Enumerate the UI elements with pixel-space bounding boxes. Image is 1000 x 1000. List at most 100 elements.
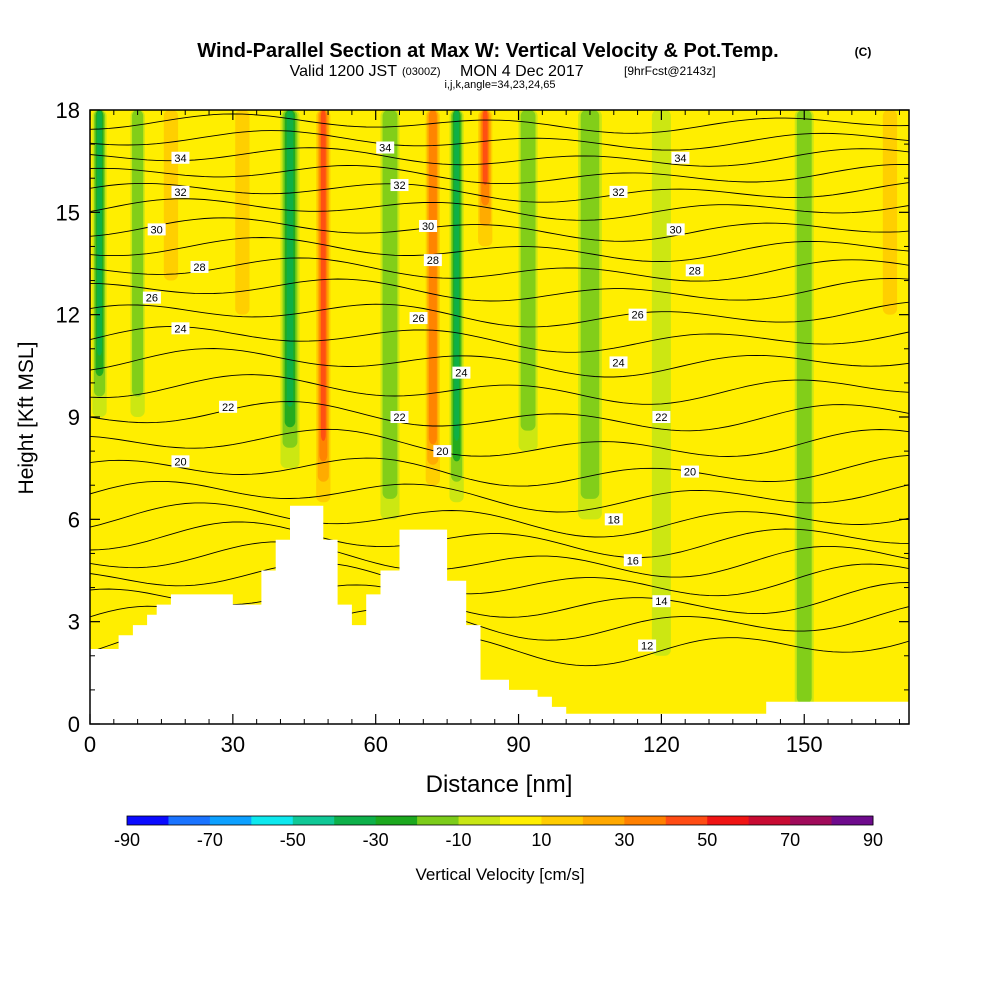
svg-text:22: 22: [222, 402, 234, 414]
svg-text:16: 16: [627, 555, 639, 567]
colorbar-segment-9: [500, 816, 542, 825]
y-tick-label-9: 9: [68, 405, 80, 430]
colorbar-segment-0: [127, 816, 169, 825]
svg-text:18: 18: [608, 514, 620, 526]
subtitle-date: MON 4 Dec 2017: [460, 63, 584, 80]
x-tick-label-90: 90: [506, 732, 530, 757]
theta-contour-33: [90, 163, 909, 185]
w-band-col7-2: [428, 110, 437, 445]
colorbar-segment-14: [707, 816, 750, 825]
svg-text:28: 28: [427, 255, 439, 267]
subtitle-forecast: [9hrFcst@2143z]: [624, 64, 716, 78]
contour-label-extra-9: 32: [390, 179, 409, 192]
potential-temperature-contours: [90, 113, 909, 667]
svg-text:20: 20: [684, 467, 696, 479]
contour-label-extra-2: 30: [147, 223, 166, 236]
w-band-col13-1: [796, 110, 812, 704]
subtitle-line: Valid 1200 JST (0300Z) MON 4 Dec 2017 [9…: [290, 63, 716, 80]
w-band-col5-3: [320, 110, 326, 441]
theta-contour-26: [90, 301, 909, 328]
theta-contour-32: [90, 182, 909, 203]
theta-contour-15: [90, 562, 909, 597]
x-axis-label: Distance [nm]: [426, 771, 573, 798]
colorbar-segment-17: [831, 816, 874, 825]
colorbar-segment-8: [458, 816, 501, 825]
x-tick-label-60: 60: [363, 732, 387, 757]
colorbar-segment-12: [624, 816, 667, 825]
y-axis-label: Height [Kft MSL]: [15, 342, 38, 495]
y-tick-label-3: 3: [68, 610, 80, 635]
theta-contour-19: [90, 480, 909, 513]
theta-contour-23: [90, 374, 909, 405]
svg-text:26: 26: [146, 293, 158, 305]
theta-contour-27: [90, 278, 909, 302]
contour-labels: 12 14 16 18 20 22 24 26 28 30 32 34 34 32 30 28 26 24 22 20…: [142, 141, 704, 653]
colorbar-segment-7: [417, 816, 460, 825]
w-band-col14-0: [882, 110, 898, 315]
svg-text:30: 30: [151, 224, 163, 236]
theta-contour-18: [90, 502, 909, 538]
svg-text:32: 32: [174, 187, 186, 199]
svg-text:32: 32: [612, 187, 624, 199]
theta-contour-36: [90, 113, 909, 134]
subtitle-valid: Valid 1200 JST: [290, 63, 398, 80]
contour-label-extra-7: 20: [171, 455, 190, 468]
svg-text:22: 22: [393, 412, 405, 424]
contour-label-extra-12: 26: [409, 312, 428, 325]
colorbar-tick--90: -90: [114, 830, 140, 850]
colorbar-segment-11: [582, 816, 625, 825]
contour-label-extra-13: 24: [452, 366, 471, 380]
theta-contour-35: [90, 130, 909, 151]
colorbar-segment-4: [292, 816, 335, 825]
colorbar-label: Vertical Velocity [cm/s]: [415, 865, 584, 884]
contour-label-32: 32: [609, 185, 628, 199]
subtitle-utc: (0300Z): [402, 66, 441, 78]
contour-label-28: 28: [685, 264, 704, 277]
terrain-mask: [90, 505, 909, 724]
svg-text:34: 34: [379, 143, 391, 155]
colorbar-segment-16: [790, 816, 833, 825]
svg-text:28: 28: [193, 262, 205, 274]
theta-contour-24: [90, 348, 909, 378]
x-tick-label-0: 0: [84, 732, 96, 757]
colorbar-tick-70: 70: [780, 830, 800, 850]
svg-text:30: 30: [422, 221, 434, 233]
contour-label-extra-8: 34: [376, 141, 395, 155]
contour-label-extra-0: 34: [171, 151, 190, 165]
contour-label-extra-1: 32: [171, 185, 190, 199]
contour-label-22: 22: [652, 411, 671, 424]
w-band-col11-1: [580, 110, 600, 499]
contour-label-extra-4: 26: [142, 291, 161, 305]
colorbar-segment-10: [541, 816, 584, 825]
svg-text:14: 14: [655, 596, 667, 608]
theta-contour-20: [90, 454, 909, 487]
theta-contour-17: [90, 521, 909, 559]
theta-contour-34: [90, 147, 909, 167]
plot-area: 12 14 16 18 20 22 24 26 28 30 32 34 34 32 30 28 26 24 22 20…: [90, 110, 909, 724]
colorbar-tick-90: 90: [863, 830, 883, 850]
svg-text:24: 24: [455, 368, 467, 380]
w-band-col8-3: [454, 110, 460, 441]
svg-text:26: 26: [412, 313, 424, 325]
w-band-col1-1: [132, 110, 144, 397]
contour-label-24: 24: [609, 356, 628, 369]
contour-label-extra-5: 24: [171, 322, 190, 335]
chart-title-unit: (C): [855, 45, 872, 59]
x-tick-label-30: 30: [221, 732, 245, 757]
y-tick-label-12: 12: [56, 303, 80, 328]
contour-label-34: 34: [671, 151, 690, 165]
colorbar-segment-5: [334, 816, 377, 825]
theta-contour-31: [90, 198, 909, 221]
colorbar: -90 -70 -50 -30 -10 10 30 50 70 90: [114, 815, 883, 850]
svg-text:20: 20: [174, 456, 186, 468]
grid-info: i,j,k,angle=34,23,24,65: [444, 79, 555, 91]
colorbar-segment-1: [168, 816, 211, 825]
contour-label-extra-14: 22: [390, 411, 409, 424]
y-tick-label-0: 0: [68, 712, 80, 737]
contour-label-18: 18: [604, 513, 623, 526]
svg-text:34: 34: [174, 153, 186, 165]
contour-label-extra-15: 20: [433, 445, 452, 458]
svg-text:22: 22: [655, 412, 667, 424]
colorbar-segment-6: [375, 816, 418, 825]
